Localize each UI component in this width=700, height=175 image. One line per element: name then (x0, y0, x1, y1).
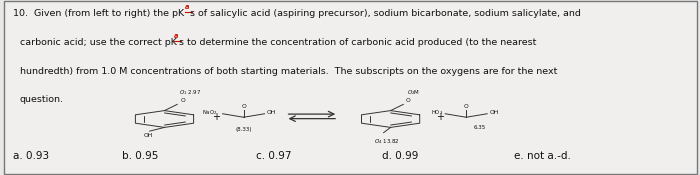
Text: $O_1$ 2.97: $O_1$ 2.97 (178, 89, 201, 97)
Text: s to determine the concentration of carbonic acid produced (to the nearest: s to determine the concentration of carb… (179, 38, 537, 47)
Text: $O_2$M: $O_2$M (407, 89, 420, 97)
Text: $O_4$ 13.82: $O_4$ 13.82 (374, 137, 400, 146)
Text: d. 0.99: d. 0.99 (382, 151, 418, 161)
Text: O: O (464, 103, 468, 108)
Text: b. 0.95: b. 0.95 (122, 151, 159, 161)
Text: NaO$_2$: NaO$_2$ (202, 108, 217, 117)
Text: OH: OH (267, 110, 276, 115)
Text: c. 0.97: c. 0.97 (256, 151, 291, 161)
Text: O: O (241, 103, 246, 108)
Text: +: + (435, 112, 444, 122)
Text: hundredth) from 1.0 M concentrations of both starting materials.  The subscripts: hundredth) from 1.0 M concentrations of … (20, 66, 557, 75)
Text: O: O (181, 98, 186, 103)
Text: a: a (174, 33, 178, 39)
Text: e. not a.-d.: e. not a.-d. (514, 151, 571, 161)
Text: 10.  Given (from left to right) the pK: 10. Given (from left to right) the pK (13, 9, 183, 18)
Text: HO$_3$: HO$_3$ (430, 108, 443, 117)
Text: O: O (405, 98, 410, 103)
Text: question.: question. (20, 95, 64, 104)
Text: 6.35: 6.35 (473, 125, 485, 130)
Text: carbonic acid; use the correct pK: carbonic acid; use the correct pK (20, 38, 176, 47)
Text: a: a (185, 4, 190, 10)
Text: OH: OH (489, 110, 498, 115)
Text: s of salicylic acid (aspiring precursor), sodium bicarbonate, sodium salicylate,: s of salicylic acid (aspiring precursor)… (190, 9, 581, 18)
Text: (8.33): (8.33) (235, 127, 252, 132)
Text: +: + (211, 112, 220, 122)
Text: OH: OH (144, 133, 153, 138)
FancyBboxPatch shape (4, 1, 696, 174)
Text: a. 0.93: a. 0.93 (13, 151, 49, 161)
